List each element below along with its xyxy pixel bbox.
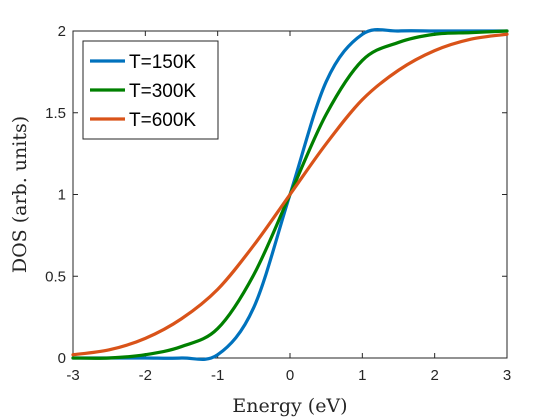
x-tick-label: 2: [430, 367, 438, 384]
legend: T=150K T=300K T=600K: [82, 40, 219, 140]
legend-label-2: T=600K: [129, 110, 196, 131]
y-tick-label: 2: [58, 23, 66, 40]
x-tick-label: 1: [358, 367, 366, 384]
legend-label-0: T=150K: [129, 52, 196, 73]
y-tick-label: 0.5: [45, 268, 66, 285]
series-line-2: [71, 32, 509, 357]
y-tick-label: 1: [58, 187, 66, 204]
x-axis-label: Energy (eV): [232, 395, 347, 417]
x-tick-label: 0: [286, 367, 294, 384]
tick-labels: -3 -2 -1 0 1 2 3 0 0.5 1 1.5 2: [45, 23, 511, 384]
x-tick-label: -1: [211, 367, 224, 384]
y-axis-label: DOS (arb. units): [9, 116, 31, 273]
x-tick-label: -2: [139, 367, 152, 384]
x-tick-label: -3: [66, 367, 79, 384]
y-tick-label: 1.5: [45, 105, 66, 122]
series-lines: [71, 28, 509, 361]
legend-label-1: T=300K: [129, 81, 196, 102]
y-tick-label: 0: [58, 350, 66, 367]
x-tick-label: 3: [503, 367, 511, 384]
